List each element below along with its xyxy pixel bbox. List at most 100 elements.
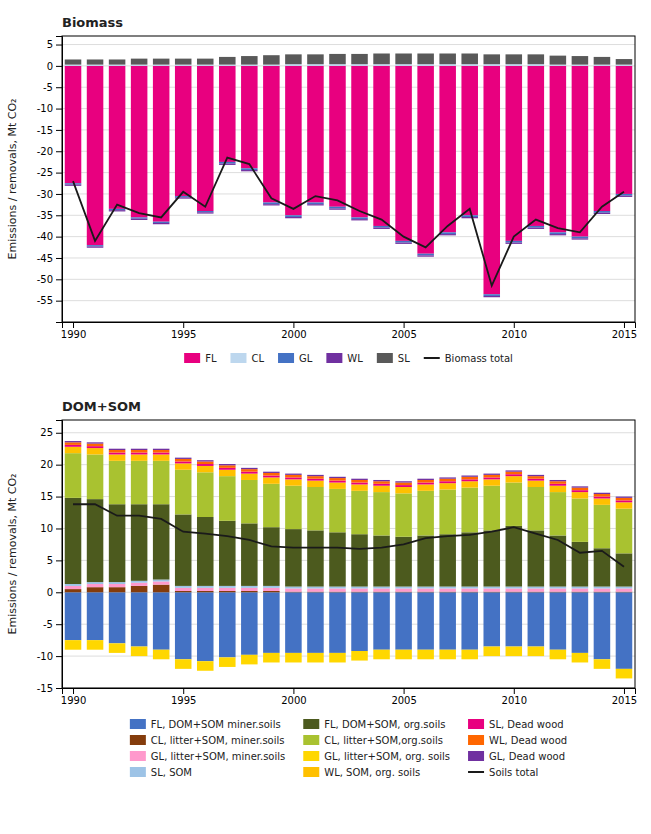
plot-frame <box>62 36 635 322</box>
bar <box>417 483 434 485</box>
bar <box>307 653 324 663</box>
bar <box>550 587 567 589</box>
grid-line <box>62 432 635 433</box>
bar <box>197 66 214 211</box>
legend-item: WL, SOM, org. soils <box>303 767 420 778</box>
bar <box>65 442 82 445</box>
bar <box>550 234 567 235</box>
bar <box>241 170 258 171</box>
bar <box>285 475 302 478</box>
bar <box>109 453 126 455</box>
y-tick-mark <box>56 87 62 88</box>
bar <box>483 588 500 591</box>
bar <box>483 486 500 531</box>
bar <box>329 478 346 481</box>
bar <box>506 64 523 66</box>
bar <box>197 466 214 472</box>
bar <box>175 65 192 66</box>
bar <box>307 475 324 476</box>
bar <box>528 592 545 646</box>
bar <box>506 476 523 482</box>
bar <box>307 202 324 204</box>
bar <box>461 477 478 480</box>
bar <box>506 526 523 587</box>
grid-line <box>62 44 635 45</box>
chart-title: DOM+SOM <box>62 399 141 414</box>
grid-line <box>62 87 635 88</box>
bar <box>65 592 82 640</box>
bar <box>153 222 170 223</box>
bar <box>417 480 434 483</box>
x-axis-line <box>63 689 636 695</box>
chart: -55-50-45-40-35-30-25-20-15-10-505199019… <box>6 15 637 364</box>
x-tick-label: 1990 <box>61 695 86 706</box>
bar <box>439 479 456 482</box>
x-axis: 199019952000200520102015 <box>61 688 637 706</box>
x-tick: 2005 <box>391 688 416 706</box>
x-tick-label: 1990 <box>61 329 86 340</box>
bar <box>131 217 148 218</box>
bar <box>395 493 412 536</box>
x-tick-label: 1995 <box>171 329 196 340</box>
bar <box>572 492 589 498</box>
bar <box>506 483 523 526</box>
bar <box>506 592 523 646</box>
bar <box>351 479 368 480</box>
bar <box>219 465 236 468</box>
x-tick: 2000 <box>281 688 306 706</box>
bar <box>395 650 412 660</box>
bar <box>329 489 346 532</box>
y-axis: -15-10-50510152025 <box>37 421 63 694</box>
x-tick-label: 1995 <box>171 695 196 706</box>
bar <box>65 59 82 64</box>
y-tick-mark <box>56 301 62 302</box>
bar <box>439 64 456 66</box>
y-tick: -5 <box>43 82 62 93</box>
legend-swatch <box>130 751 146 761</box>
bar <box>550 56 567 65</box>
plot-area <box>65 441 632 678</box>
bar <box>175 463 192 469</box>
bar <box>594 66 611 211</box>
bar <box>351 219 368 220</box>
grid-line <box>62 656 635 657</box>
bar <box>461 215 478 217</box>
bar <box>417 54 434 65</box>
bar <box>528 588 545 591</box>
bar-series <box>65 442 632 500</box>
x-tick-label: 2015 <box>612 695 637 706</box>
bar <box>417 254 434 256</box>
bar <box>153 461 170 504</box>
grid <box>62 433 635 688</box>
bar <box>87 640 104 650</box>
y-tick-mark <box>56 258 62 259</box>
bar <box>87 59 104 64</box>
bar <box>616 498 633 501</box>
x-tick-label: 2000 <box>281 329 306 340</box>
bar <box>395 54 412 65</box>
bar <box>417 255 434 256</box>
y-axis-line <box>56 421 63 689</box>
bar <box>550 486 567 492</box>
bar <box>461 66 478 215</box>
bar <box>285 588 302 591</box>
bar <box>373 535 390 586</box>
bar <box>329 54 346 64</box>
bar <box>461 479 478 481</box>
bar <box>506 474 523 476</box>
y-tick-label: -20 <box>37 146 53 157</box>
bar <box>572 488 589 491</box>
bar <box>219 66 236 162</box>
bar <box>373 486 390 492</box>
y-axis-title: Emissions / removals, Mt CO₂ <box>6 99 19 260</box>
legend-label: GL, Dead wood <box>489 751 565 762</box>
bar <box>109 65 126 66</box>
y-tick-label: -10 <box>37 103 53 114</box>
bar <box>175 586 192 588</box>
grid-line <box>62 172 635 173</box>
bar <box>417 479 434 480</box>
bar <box>307 54 324 64</box>
bar <box>65 66 82 183</box>
bar <box>594 57 611 65</box>
y-tick-mark <box>56 433 62 434</box>
